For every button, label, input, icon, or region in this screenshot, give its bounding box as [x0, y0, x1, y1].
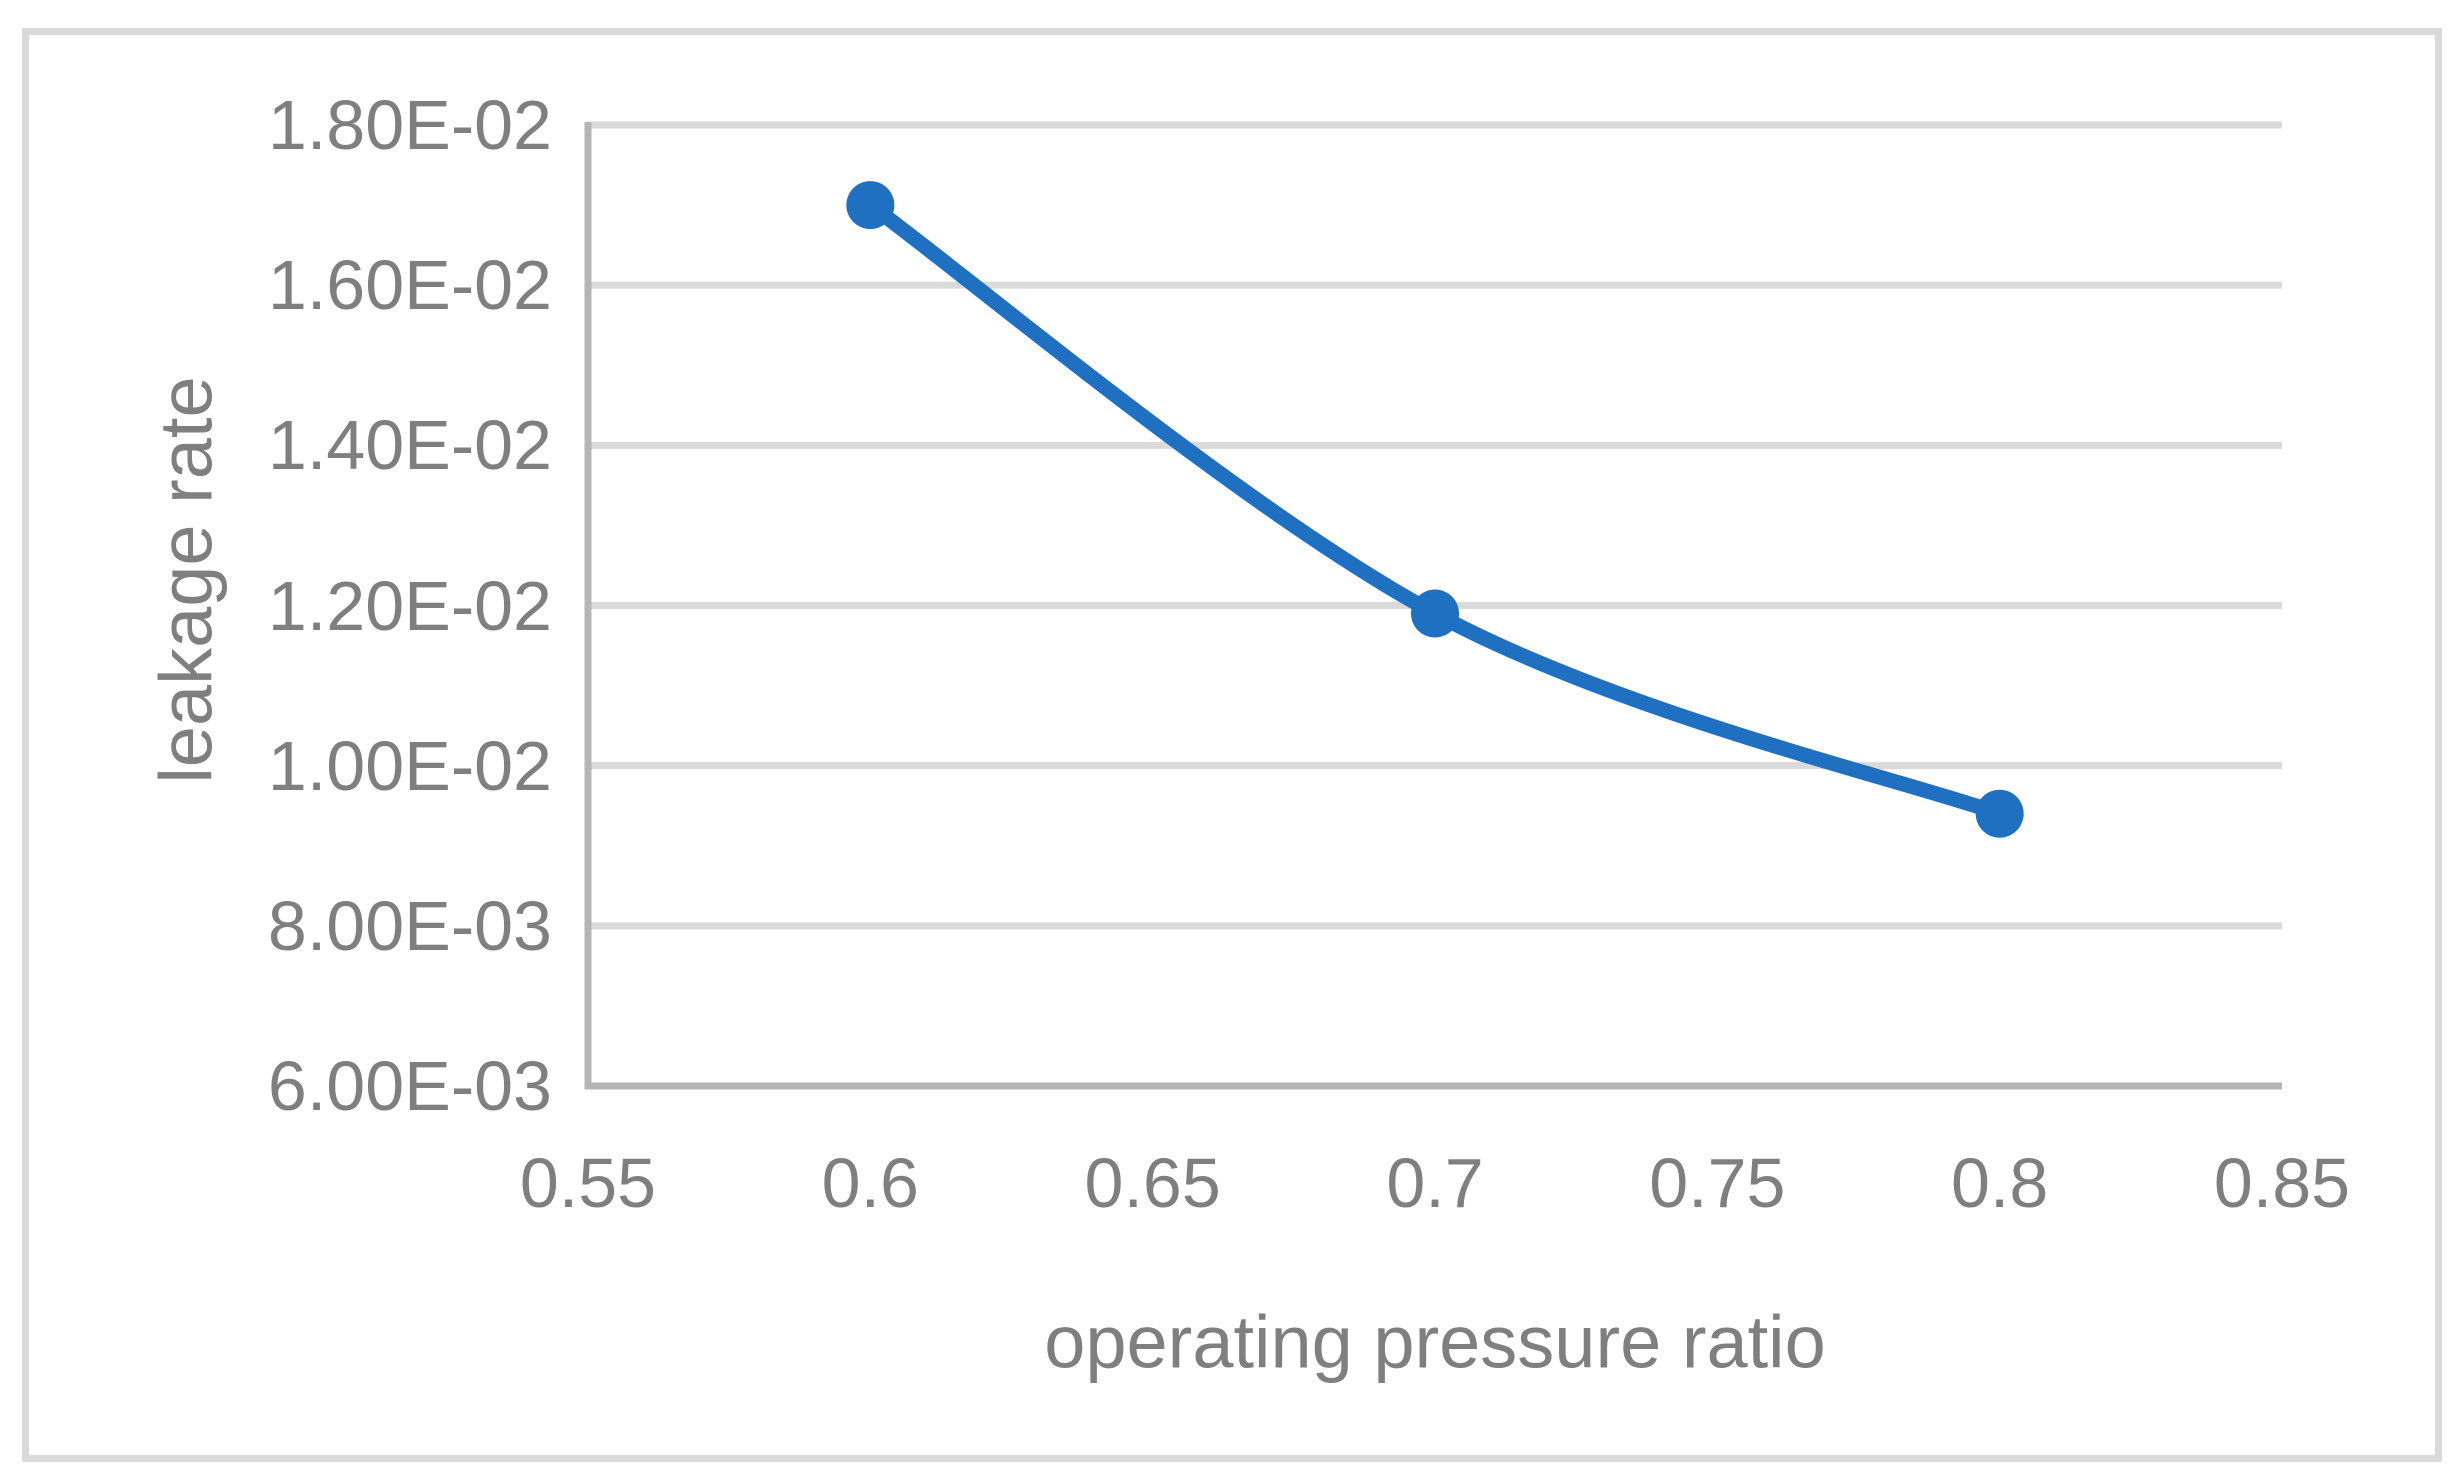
data-point-marker: [846, 181, 895, 230]
x-tick-label: 0.75: [1649, 1144, 1786, 1222]
x-axis-title: operating pressure ratio: [1044, 1300, 1826, 1384]
y-tick-label: 6.00E-03: [267, 1047, 552, 1125]
x-tick-label: 0.65: [1084, 1144, 1221, 1222]
x-tick-label: 0.6: [821, 1144, 919, 1222]
y-tick-label: 1.80E-02: [267, 86, 552, 164]
y-tick-label: 8.00E-03: [267, 886, 552, 965]
x-tick-label: 0.85: [2213, 1144, 2351, 1222]
chart-border: [22, 28, 2442, 1462]
data-point-marker: [1411, 589, 1459, 638]
x-tick-label: 0.55: [519, 1144, 657, 1222]
x-tick-label: 0.7: [1386, 1144, 1484, 1222]
y-tick-label: 1.60E-02: [267, 246, 552, 325]
y-tick-label: 1.20E-02: [267, 566, 552, 645]
x-tick-label: 0.8: [1951, 1144, 2049, 1222]
data-point-marker: [1975, 789, 2024, 838]
series-line: [862, 197, 2008, 822]
y-tick-label: 1.00E-02: [267, 726, 552, 805]
y-tick-label: 1.40E-02: [267, 406, 552, 485]
